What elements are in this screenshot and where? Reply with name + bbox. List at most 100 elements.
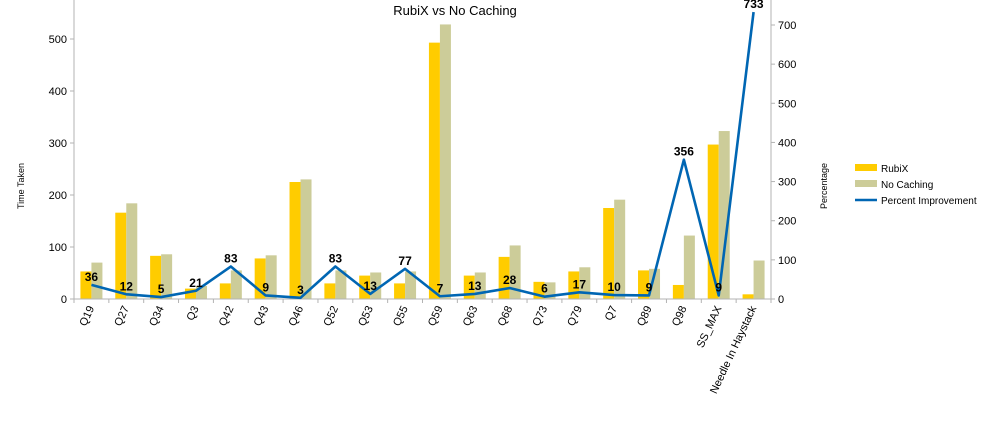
x-tick-label: Q43: [252, 304, 272, 328]
y2-tick-label: 600: [778, 59, 796, 71]
bar-no-caching: [265, 255, 277, 299]
data-label: 9: [262, 280, 269, 294]
data-label: 83: [329, 252, 343, 266]
x-tick-label: Q3: [185, 304, 202, 322]
x-tick-label: Q53: [356, 304, 376, 328]
x-tick-label: Q79: [565, 304, 585, 328]
bar-rubix: [533, 281, 545, 299]
y-tick-label: 200: [49, 190, 67, 202]
legend-label: RubiX: [881, 164, 909, 175]
bar-no-caching: [544, 282, 556, 299]
legend: RubiX No Caching Percent Improvement: [855, 164, 977, 207]
bar-rubix: [568, 271, 580, 299]
series-line-percent-improvement: [91, 11, 755, 300]
bar-rubix: [289, 182, 301, 299]
bar-rubix: [324, 283, 336, 299]
x-tick-label: SS_MAX: [695, 304, 725, 350]
y2-axis-title: Percentage: [819, 163, 829, 209]
data-label: 13: [468, 279, 482, 293]
bar-rubix: [115, 212, 127, 299]
bar-no-caching: [335, 270, 347, 299]
bar-rubix: [638, 270, 650, 299]
data-label: 21: [189, 276, 203, 290]
bar-rubix: [428, 42, 440, 299]
data-label: 5: [158, 282, 165, 296]
bar-rubix: [184, 288, 196, 299]
bar-no-caching: [753, 260, 765, 299]
x-tick-label: Q27: [112, 304, 132, 328]
bar-rubix: [603, 208, 615, 299]
bar-rubix: [80, 271, 92, 299]
data-label: 12: [120, 279, 134, 293]
y-tick-label: 100: [49, 242, 67, 254]
x-tick-label: Q19: [77, 304, 97, 328]
bar-rubix: [498, 256, 510, 299]
bar-no-caching: [474, 272, 486, 299]
data-label: 6: [541, 282, 548, 296]
bar-no-caching: [649, 268, 661, 299]
y-tick-label: 400: [49, 86, 67, 98]
bar-no-caching: [195, 286, 207, 299]
bar-rubix: [672, 284, 684, 299]
data-label: 733: [744, 0, 764, 11]
bar-rubix: [707, 144, 719, 299]
bar-no-caching: [230, 270, 242, 299]
legend-label: Percent Improvement: [881, 196, 977, 207]
bar-no-caching: [300, 179, 312, 299]
legend-swatch: [855, 180, 877, 187]
x-tick-label: Q46: [287, 304, 307, 328]
x-tick-label: Q7: [603, 304, 620, 322]
bar-rubix: [463, 275, 475, 299]
data-label: 77: [398, 254, 412, 268]
bar-no-caching: [509, 245, 521, 299]
x-tick-label: Q55: [391, 304, 411, 328]
data-label: 13: [364, 279, 378, 293]
bar-no-caching: [161, 254, 173, 299]
y2-tick-label: 400: [778, 137, 796, 149]
bar-layer: [80, 24, 765, 299]
bar-no-caching: [579, 267, 591, 299]
bar-no-caching: [370, 272, 382, 299]
data-label: 17: [573, 277, 587, 291]
legend-swatch: [855, 164, 877, 171]
x-tick-label: Q73: [531, 304, 551, 328]
y-tick-label: 500: [49, 34, 67, 46]
y-axis-title: Time Taken: [16, 163, 26, 209]
x-tick-label: Q68: [496, 304, 516, 328]
chart-title: RubiX vs No Caching: [393, 3, 517, 18]
bar-no-caching: [126, 203, 138, 299]
y2-tick-label: 300: [778, 177, 796, 189]
data-label: 3: [297, 283, 304, 297]
y2-tick-label: 200: [778, 216, 796, 228]
bar-no-caching: [91, 262, 103, 299]
data-label: 356: [674, 145, 694, 159]
x-tick-label: Q52: [321, 304, 341, 328]
bar-no-caching: [718, 131, 730, 299]
bar-no-caching: [405, 271, 417, 299]
y-tick-label: 0: [61, 294, 67, 306]
data-label: 9: [646, 280, 653, 294]
bar-rubix: [359, 275, 371, 299]
bar-no-caching: [614, 199, 626, 299]
bar-no-caching: [683, 235, 695, 299]
bar-rubix: [254, 258, 266, 299]
bar-no-caching: [439, 24, 451, 299]
data-label: 9: [715, 280, 722, 294]
y2-tick-label: 500: [778, 98, 796, 110]
axes-layer: 0 100 200 300 400 500 0 100 200 300 400 500 600 700 Q1…: [49, 0, 796, 396]
data-label: 28: [503, 273, 517, 287]
data-label: 7: [437, 281, 444, 295]
x-tick-label: Q42: [217, 304, 237, 328]
legend-label: No Caching: [881, 180, 933, 191]
x-tick-label: Q59: [426, 304, 446, 328]
y2-tick-label: 100: [778, 255, 796, 267]
data-label: 36: [85, 270, 99, 284]
y-tick-label: 300: [49, 138, 67, 150]
x-tick-label: Q89: [635, 304, 655, 328]
bar-rubix: [394, 283, 406, 299]
bar-rubix: [219, 283, 231, 299]
y2-tick-label: 0: [778, 294, 784, 306]
